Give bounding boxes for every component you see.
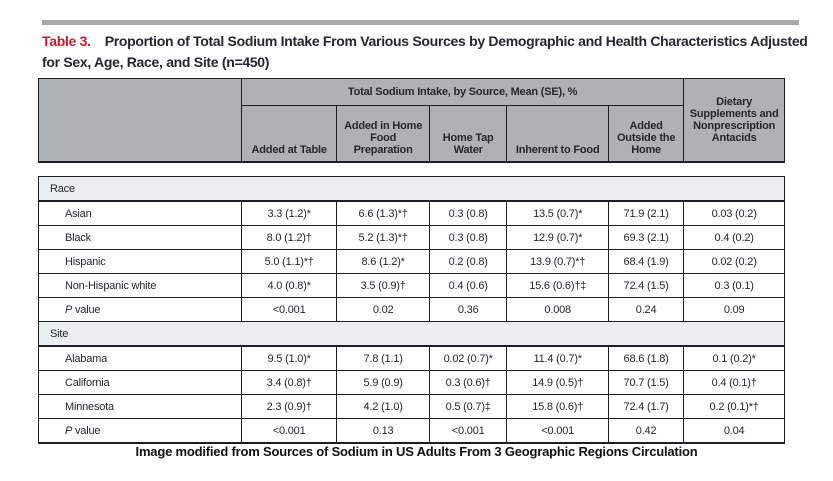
row-label: Black [38, 225, 242, 250]
data-cell: 69.3 (2.1) [607, 225, 685, 250]
data-cell: 68.4 (1.9) [607, 249, 685, 274]
row-label: Alabama [38, 345, 242, 371]
row-label: Hispanic [38, 249, 242, 274]
data-cell: 0.13 [336, 418, 430, 444]
row-label: California [38, 370, 242, 395]
table-row: Asian 3.3 (1.2)* 6.6 (1.3)*† 0.3 (0.8) 1… [38, 200, 785, 226]
p-italic: P [65, 303, 73, 316]
data-cell: 2.3 (0.9)† [240, 394, 338, 419]
data-cell: 0.36 [428, 297, 508, 322]
data-cell: 0.04 [683, 418, 785, 444]
table-row-p-value: P value <0.001 0.13 <0.001 <0.001 0.42 0… [38, 418, 785, 444]
data-cell: 0.02 [336, 297, 430, 322]
data-cell: 4.0 (0.8)* [240, 273, 338, 298]
data-cell: 0.5 (0.7)‡ [428, 394, 508, 419]
data-cell: 0.42 [607, 418, 685, 444]
data-cell: 72.4 (1.5) [607, 273, 685, 298]
section-row-site: Site [38, 321, 785, 347]
data-cell: 15.8 (0.6)† [506, 394, 609, 419]
table-row: Hispanic 5.0 (1.1)*† 8.6 (1.2)* 0.2 (0.8… [38, 249, 785, 274]
data-cell: 0.4 (0.2) [683, 225, 785, 250]
corner-header-cell [38, 78, 242, 163]
table-row: Non-Hispanic white 4.0 (0.8)* 3.5 (0.9)†… [38, 273, 785, 298]
row-label: Minnesota [38, 394, 242, 419]
data-cell: <0.001 [428, 418, 508, 444]
table-row: Black 8.0 (1.2)† 5.2 (1.3)*† 0.3 (0.8) 1… [38, 225, 785, 250]
data-cell: 0.4 (0.1)† [683, 370, 785, 395]
data-cell: <0.001 [240, 418, 338, 444]
table-number-label: Table 3. [42, 33, 91, 49]
image-caption: Image modified from Sources of Sodium in… [135, 444, 698, 459]
row-label: Non-Hispanic white [38, 273, 242, 298]
data-cell: 11.4 (0.7)* [506, 345, 609, 371]
table-row: Alabama 9.5 (1.0)* 7.8 (1.1) 0.02 (0.7)*… [38, 345, 785, 371]
data-cell: 0.03 (0.2) [683, 200, 785, 226]
data-cell: <0.001 [240, 297, 338, 322]
data-cell: 0.4 (0.6) [428, 273, 508, 298]
data-cell: 0.3 (0.6)† [428, 370, 508, 395]
data-cell: <0.001 [506, 418, 609, 444]
data-cell: 8.0 (1.2)† [240, 225, 338, 250]
data-cell: 0.24 [607, 297, 685, 322]
data-cell: 8.6 (1.2)* [336, 249, 430, 274]
column-header-home-tap-water: Home Tap Water [428, 105, 508, 163]
data-cell: 3.4 (0.8)† [240, 370, 338, 395]
data-cell: 71.9 (2.1) [607, 200, 685, 226]
table-row-p-value: P value <0.001 0.02 0.36 0.008 0.24 0.09 [38, 297, 785, 322]
data-cell: 0.02 (0.7)* [428, 345, 508, 371]
data-cell: 12.9 (0.7)* [506, 225, 609, 250]
data-cell: 4.2 (1.0) [336, 394, 430, 419]
data-cell: 0.2 (0.8) [428, 249, 508, 274]
data-cell: 14.9 (0.5)† [506, 370, 609, 395]
column-header-added-home-prep: Added in Home Food Preparation [336, 105, 430, 163]
data-cell: 3.5 (0.9)† [336, 273, 430, 298]
p-rest: value [72, 424, 101, 437]
data-cell: 0.2 (0.1)*† [683, 394, 785, 419]
table-header: Total Sodium Intake, by Source, Mean (SE… [38, 78, 785, 163]
row-label-p-value: P value [38, 418, 242, 444]
table-row: California 3.4 (0.8)† 5.9 (0.9) 0.3 (0.6… [38, 370, 785, 395]
table-title-text: Proportion of Total Sodium Intake From V… [42, 33, 808, 70]
section-label: Race [38, 176, 785, 202]
data-cell: 13.9 (0.7)*† [506, 249, 609, 274]
top-divider-bar [42, 20, 799, 25]
data-cell: 68.6 (1.8) [607, 345, 685, 371]
column-header-dietary-supplements: Dietary Supplements and Nonprescription … [683, 78, 785, 163]
table-row: Minnesota 2.3 (0.9)† 4.2 (1.0) 0.5 (0.7)… [38, 394, 785, 419]
column-header-inherent-to-food: Inherent to Food [506, 105, 609, 163]
data-cell: 5.2 (1.3)*† [336, 225, 430, 250]
data-cell: 0.09 [683, 297, 785, 322]
data-cell: 5.0 (1.1)*† [240, 249, 338, 274]
data-cell: 7.8 (1.1) [336, 345, 430, 371]
data-cell: 0.008 [506, 297, 609, 322]
data-cell: 3.3 (1.2)* [240, 200, 338, 226]
group-header-cell: Total Sodium Intake, by Source, Mean (SE… [240, 78, 685, 106]
section-label: Site [38, 321, 785, 347]
table-title: Table 3. Proportion of Total Sodium Intak… [42, 31, 808, 73]
data-cell: 15.6 (0.6)†‡ [506, 273, 609, 298]
data-cell: 70.7 (1.5) [607, 370, 685, 395]
row-label-p-value: P value [38, 297, 242, 322]
data-cell: 13.5 (0.7)* [506, 200, 609, 226]
data-cell: 5.9 (0.9) [336, 370, 430, 395]
data-cell: 0.02 (0.2) [683, 249, 785, 274]
p-italic: P [65, 424, 73, 437]
column-header-added-outside-home: Added Outside the Home [607, 105, 685, 163]
section-row-race: Race [38, 176, 785, 202]
data-cell: 0.3 (0.8) [428, 200, 508, 226]
row-label: Asian [38, 200, 242, 226]
data-cell: 6.6 (1.3)*† [336, 200, 430, 226]
data-cell: 0.1 (0.2)* [683, 345, 785, 371]
data-cell: 0.3 (0.8) [428, 225, 508, 250]
data-cell: 9.5 (1.0)* [240, 345, 338, 371]
data-cell: 0.3 (0.1) [683, 273, 785, 298]
data-cell: 72.4 (1.7) [607, 394, 685, 419]
column-header-added-at-table: Added at Table [240, 105, 338, 163]
p-rest: value [72, 303, 101, 316]
table-body: Race Asian 3.3 (1.2)* 6.6 (1.3)*† 0.3 (0… [38, 176, 785, 444]
